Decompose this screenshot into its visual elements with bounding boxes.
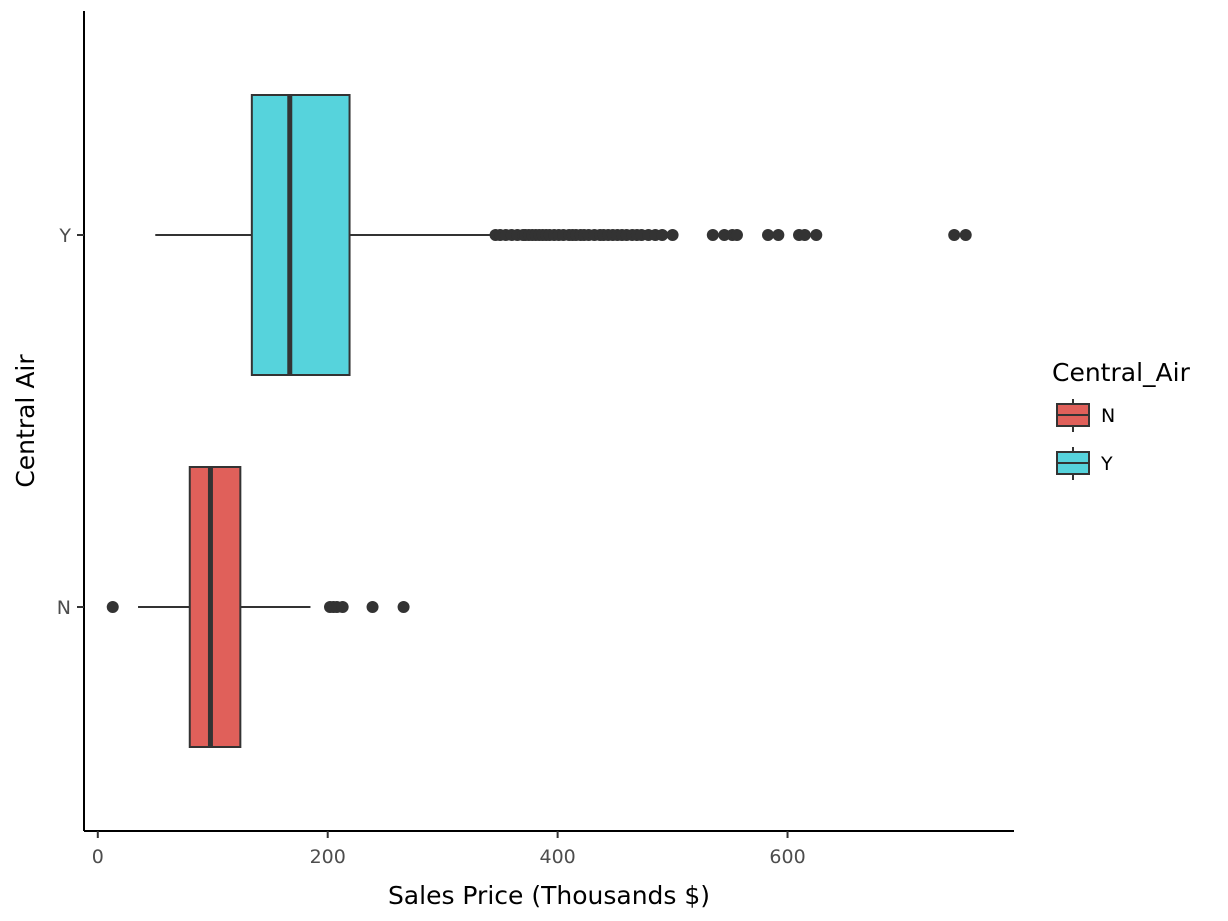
outlier-point	[706, 229, 719, 241]
legend-item-n: N	[1056, 399, 1115, 432]
y-tick-label: Y	[58, 225, 71, 247]
legend-entries: NY	[1056, 399, 1115, 480]
outlier-point	[366, 601, 379, 613]
x-tick-label: 600	[769, 846, 805, 868]
box-group-n	[106, 466, 410, 748]
y-axis-ticks: NY	[57, 225, 84, 619]
y-tick-label: N	[57, 597, 71, 619]
outlier-point	[798, 229, 811, 241]
x-tick-label: 400	[539, 846, 575, 868]
outlier-point	[397, 601, 410, 613]
outlier-point	[656, 229, 669, 241]
outlier-point	[336, 601, 349, 613]
y-axis-title: Central Air	[11, 354, 40, 488]
outlier-point	[959, 229, 972, 241]
legend-label: N	[1101, 405, 1115, 427]
outlier-point	[772, 229, 785, 241]
x-axis-ticks: 0 200 400 600	[92, 831, 806, 868]
outlier-point	[948, 229, 961, 241]
legend: Central_Air NY	[1052, 358, 1191, 480]
box-y	[250, 94, 351, 376]
x-tick-label: 0	[92, 846, 104, 868]
outlier-point	[666, 229, 679, 241]
legend-label: Y	[1100, 453, 1113, 475]
plot-area	[106, 94, 972, 748]
x-tick-label: 200	[310, 846, 346, 868]
box-group-y	[155, 94, 972, 376]
box-n	[188, 466, 242, 748]
x-axis-title: Sales Price (Thousands $)	[388, 881, 710, 910]
legend-title: Central_Air	[1052, 358, 1191, 387]
outlier-point	[761, 229, 774, 241]
outlier-point	[810, 229, 823, 241]
outlier-point	[106, 601, 119, 613]
outlier-point	[730, 229, 743, 241]
legend-item-y: Y	[1056, 447, 1113, 480]
